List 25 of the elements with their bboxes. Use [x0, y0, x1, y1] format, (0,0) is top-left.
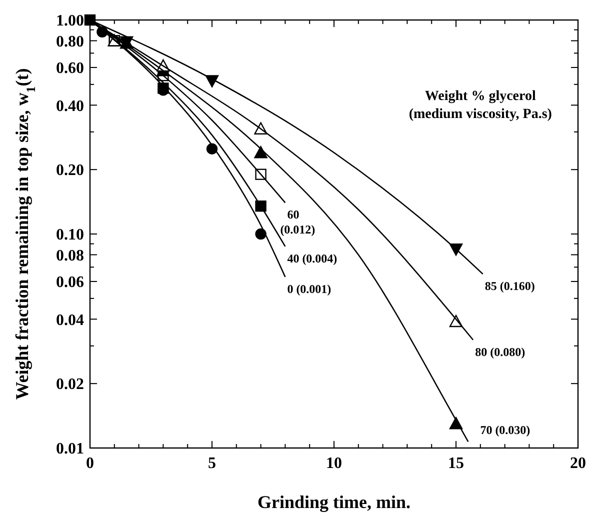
annotation: 85 (0.160): [484, 279, 535, 294]
y-tick-label: 0.02: [56, 376, 84, 394]
y-tick-label: 0.40: [56, 98, 84, 115]
y-tick-label: 0.80: [56, 33, 84, 50]
y-tick-label: 0.04: [56, 312, 84, 329]
annotation: (medium viscosity, Pa.s): [408, 107, 552, 122]
annotation: 0 (0.001): [287, 282, 332, 296]
x-axis-title: Grinding time, min.: [257, 492, 411, 512]
annotation: Weight % glycerol: [424, 89, 536, 104]
x-tick-label: 15: [448, 455, 464, 472]
x-tick-label: 10: [326, 455, 342, 472]
y-tick-label: 0.60: [56, 60, 84, 78]
y-tick-label: 0.10: [56, 226, 84, 244]
annotation: 70 (0.030): [480, 423, 530, 437]
y-tick-label: 1.00: [56, 12, 84, 30]
annotation: 60 (0.012): [280, 208, 316, 237]
annotation: 40 (0.004): [287, 251, 338, 266]
x-tick-label: 0: [86, 455, 94, 472]
y-tick-label: 0.01: [56, 440, 84, 458]
x-tick-label: 5: [208, 455, 216, 472]
y-tick-label: 0.20: [56, 162, 84, 180]
y-tick-label: 0.08: [56, 247, 84, 264]
y-tick-label: 0.06: [56, 274, 84, 292]
x-tick-label: 20: [570, 455, 586, 472]
annotation: 80 (0.080): [475, 344, 526, 359]
